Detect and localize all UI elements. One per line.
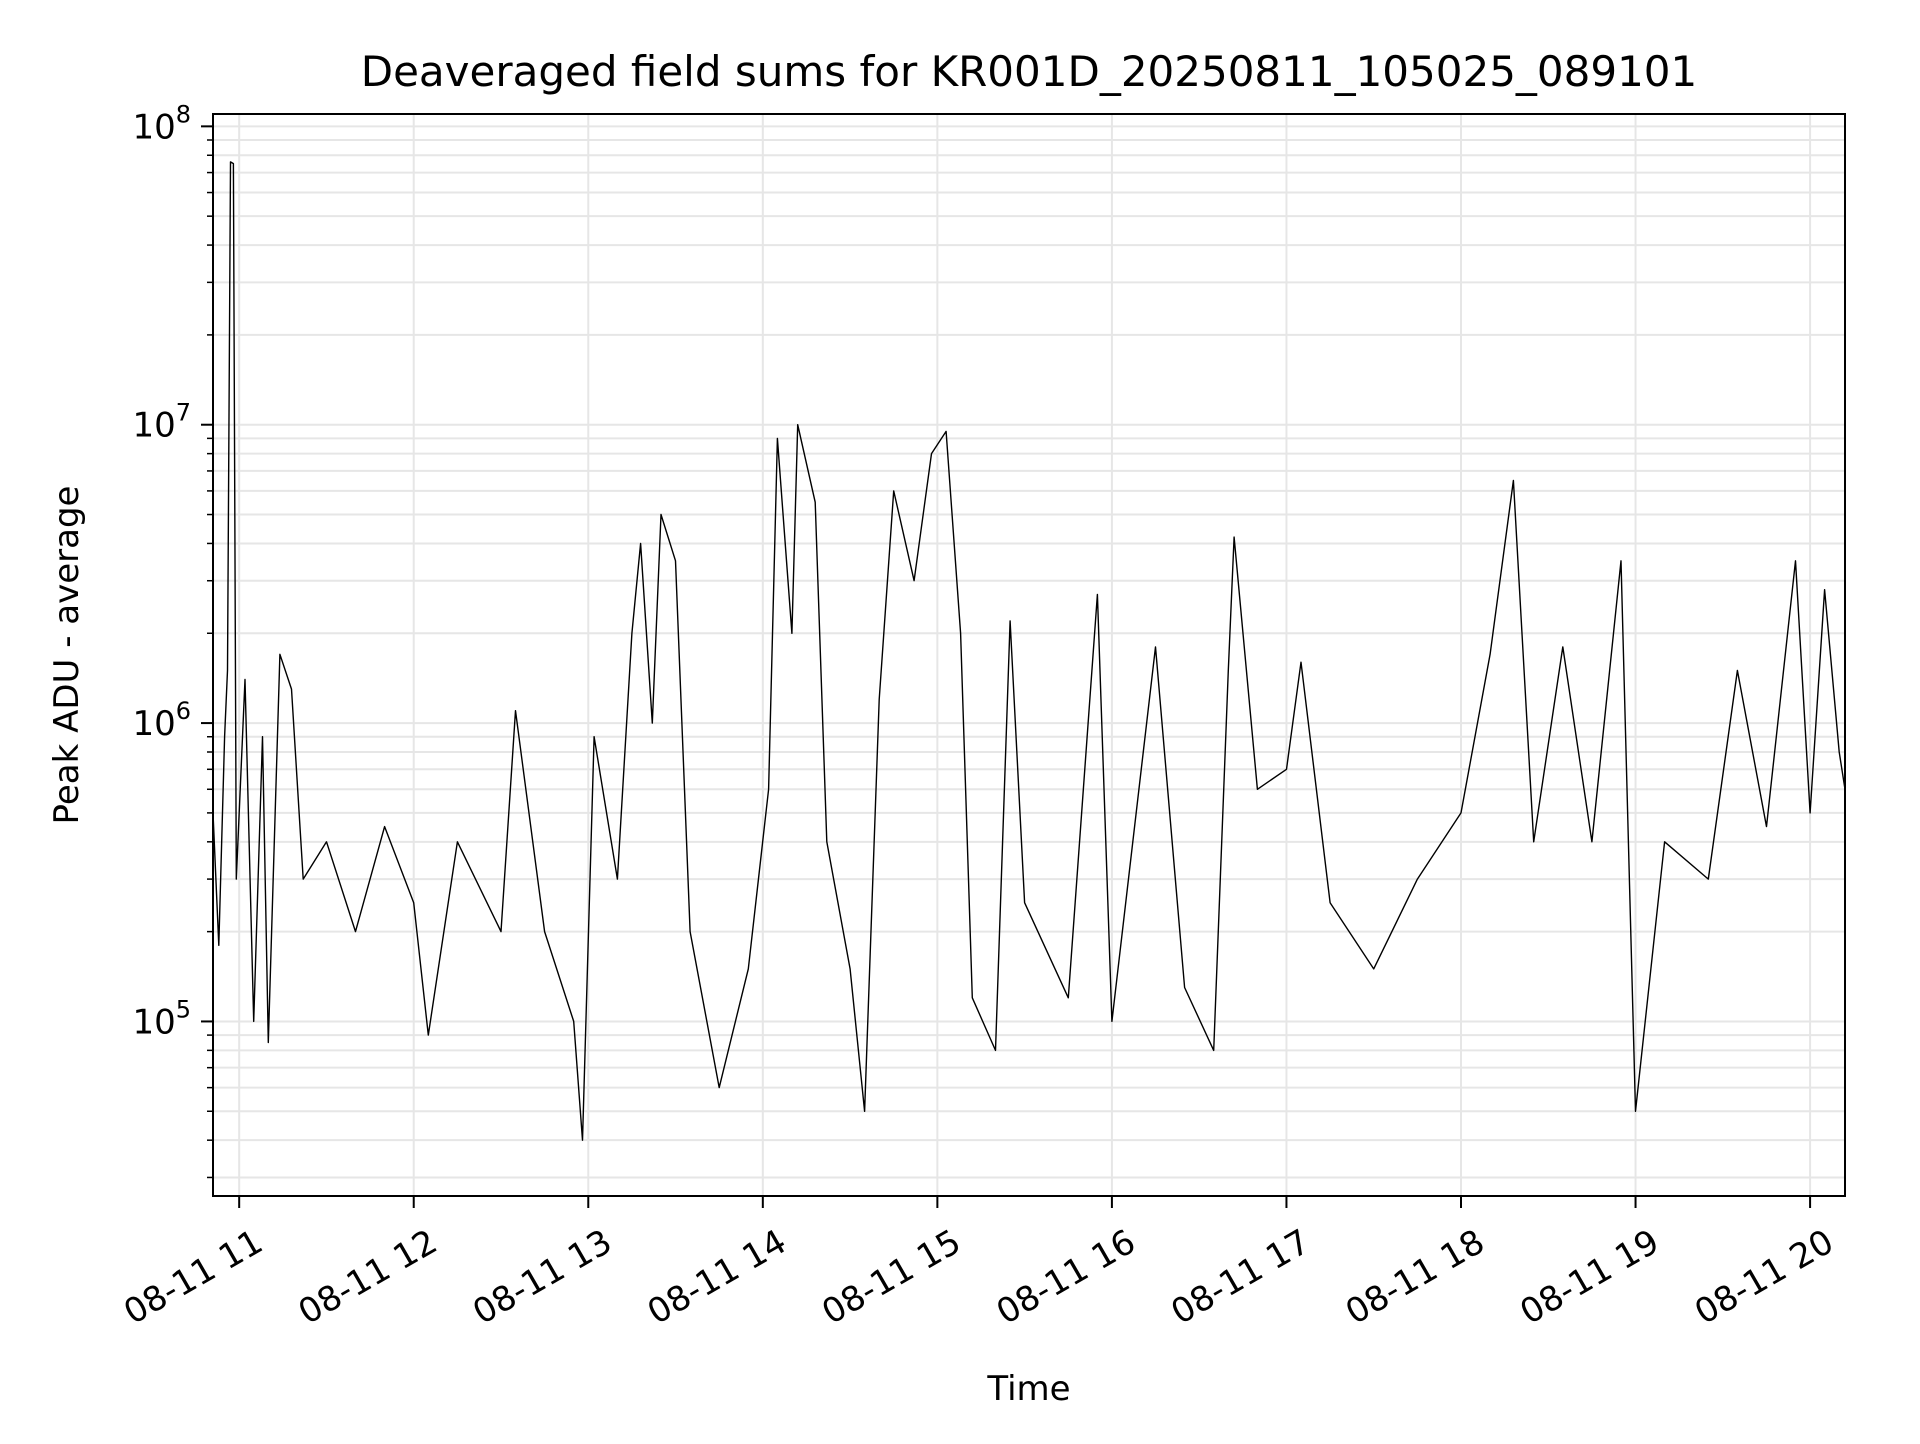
y-tick-label: 107 <box>132 399 191 446</box>
y-tick-label: 105 <box>132 995 191 1042</box>
grid-lines <box>213 114 1845 1196</box>
plot-frame <box>212 113 1846 1197</box>
y-axis-ticks: 105 106 107 108 <box>132 100 213 1179</box>
x-axis-label: Time <box>986 1369 1070 1409</box>
y-tick-label: 106 <box>132 697 191 744</box>
plot-area <box>212 161 1846 1141</box>
y-tick-label: 108 <box>132 100 191 147</box>
chart-title: Deaveraged field sums for KR001D_2025081… <box>361 47 1698 96</box>
y-axis-label: Peak ADU - average <box>47 486 87 825</box>
series-line <box>212 161 1846 1141</box>
